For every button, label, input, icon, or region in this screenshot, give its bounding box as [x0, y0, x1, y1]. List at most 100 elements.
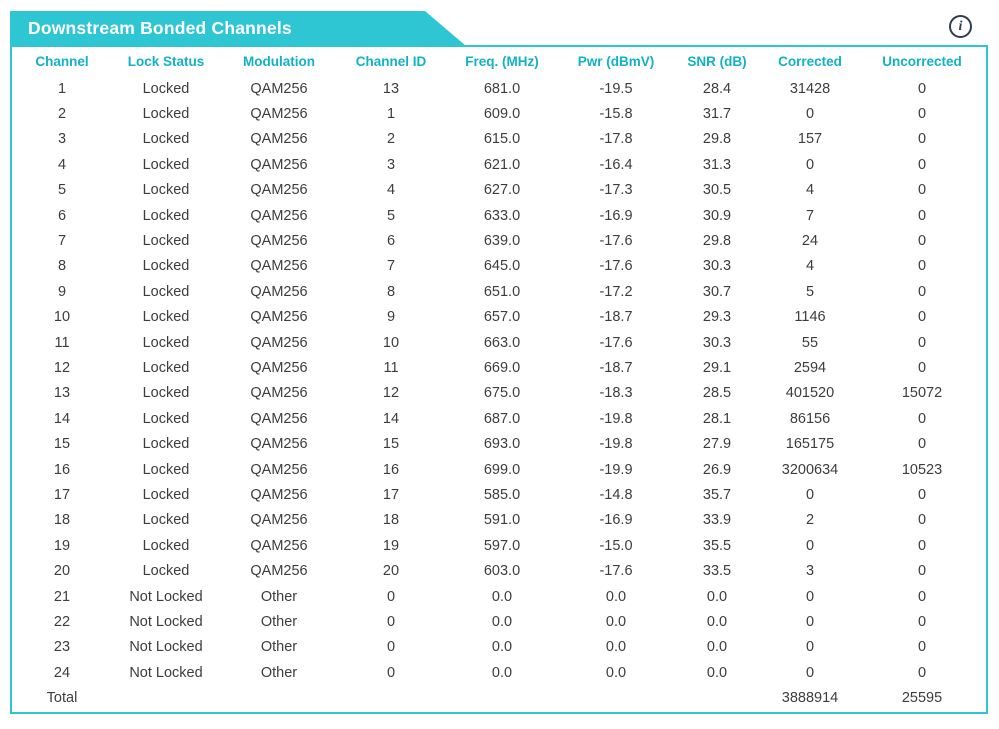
table-cell: 0 [917, 156, 927, 173]
table-cell: 0 [805, 106, 815, 123]
table-cell: 20 [53, 563, 71, 580]
table-cell: 10523 [901, 461, 943, 478]
table-cell: 0 [917, 512, 927, 529]
table-cell: 24 [801, 233, 819, 250]
table-cell: 597.0 [483, 537, 521, 554]
table-cell: 0 [917, 334, 927, 351]
table-row: 13 Locked QAM256 12 675.0 -18.3 28.5 401520 1507… [12, 381, 986, 406]
table-cell: 15072 [901, 385, 943, 402]
table-cell: 3 [805, 563, 815, 580]
table-cell: 3 [57, 131, 67, 148]
table-cell: QAM256 [250, 537, 308, 554]
table-cell: 4 [805, 182, 815, 199]
table-cell: Locked [142, 537, 190, 554]
table-cell: 603.0 [483, 563, 521, 580]
table-cell: QAM256 [250, 207, 308, 224]
table-cell: Locked [142, 486, 190, 503]
table-cell: QAM256 [250, 334, 308, 351]
table-cell: 19 [53, 537, 71, 554]
table-row: 8 Locked QAM256 7 645.0 -17.6 30.3 4 0 [12, 254, 986, 279]
table-cell: -19.9 [599, 461, 633, 478]
table-cell: -17.6 [599, 233, 633, 250]
table-cell: 86156 [789, 410, 831, 427]
table-cell: 0 [917, 410, 927, 427]
table-cell: -17.2 [599, 283, 633, 300]
column-header-uncorrected: Uncorrected [882, 54, 962, 69]
table-cell: 15 [53, 436, 71, 453]
table-cell: 0 [386, 588, 396, 605]
table-cell: Locked [142, 512, 190, 529]
table-cell: 0 [917, 664, 927, 681]
table-cell: 8 [57, 258, 67, 275]
table-cell: 663.0 [483, 334, 521, 351]
column-header-lock-status: Lock Status [127, 54, 205, 69]
table-cell: Locked [142, 182, 190, 199]
table-row: 23 Not Locked Other 0 0.0 0.0 0.0 0 0 [12, 635, 986, 660]
table-cell: 0.0 [706, 613, 728, 630]
table-cell: 0.0 [706, 664, 728, 681]
table-cell: 699.0 [483, 461, 521, 478]
table-cell: 0.0 [706, 588, 728, 605]
table-cell: 30.3 [702, 334, 732, 351]
table-cell: 0 [917, 613, 927, 630]
table-cell: QAM256 [250, 283, 308, 300]
table-header-row: Channel Lock Status Modulation Channel I… [12, 47, 986, 76]
table-cell: Not Locked [129, 664, 203, 681]
table-cell: 33.9 [702, 512, 732, 529]
table-row: 11 Locked QAM256 10 663.0 -17.6 30.3 55 0 [12, 330, 986, 355]
table-cell: Locked [142, 359, 190, 376]
table-cell: 27.9 [702, 436, 732, 453]
table-cell: Locked [142, 106, 190, 123]
table-cell: 7 [386, 258, 396, 275]
table-cell: 0 [386, 664, 396, 681]
table-cell: 11 [383, 359, 399, 376]
table-cell: Locked [142, 80, 190, 97]
table-row: 21 Not Locked Other 0 0.0 0.0 0.0 0 0 [12, 584, 986, 609]
table-cell: 12 [53, 359, 71, 376]
table-cell: 2 [805, 512, 815, 529]
table-cell: 19 [382, 537, 400, 554]
table-cell: 28.4 [702, 80, 732, 97]
table-cell: 13 [382, 80, 400, 97]
table-cell: Other [260, 639, 298, 656]
table-cell: 6 [386, 233, 396, 250]
table-cell: 31428 [789, 80, 831, 97]
table-row: 9 Locked QAM256 8 651.0 -17.2 30.7 5 0 [12, 279, 986, 304]
table-cell: 31.3 [702, 156, 732, 173]
table-cell: QAM256 [250, 512, 308, 529]
table-cell: -16.9 [599, 512, 633, 529]
table-row: 7 Locked QAM256 6 639.0 -17.6 29.8 24 0 [12, 228, 986, 253]
table-cell: QAM256 [250, 106, 308, 123]
table-row: 16 Locked QAM256 16 699.0 -19.9 26.9 3200634 105… [12, 457, 986, 482]
table-cell: 3 [386, 156, 396, 173]
table-cell: 591.0 [483, 512, 521, 529]
table-cell: Locked [142, 436, 190, 453]
table-cell: 33.5 [702, 563, 732, 580]
table-cell: 0 [917, 436, 927, 453]
table-cell: -16.9 [599, 207, 633, 224]
table-cell: 22 [53, 613, 71, 630]
table-cell: 0 [917, 283, 927, 300]
table-cell: 15 [382, 436, 400, 453]
table-cell: 621.0 [483, 156, 521, 173]
table-cell: 9 [57, 283, 67, 300]
table-cell: 18 [53, 512, 71, 529]
table-cell: 35.7 [702, 486, 732, 503]
table-cell: -15.0 [599, 537, 633, 554]
table-cell: 29.3 [702, 309, 732, 326]
table-cell: Locked [142, 233, 190, 250]
table-cell: Locked [142, 156, 190, 173]
info-icon[interactable]: i [949, 15, 972, 38]
table-cell: QAM256 [250, 563, 308, 580]
table-cell: QAM256 [250, 359, 308, 376]
column-header-freq: Freq. (MHz) [465, 54, 539, 69]
table-row: 22 Not Locked Other 0 0.0 0.0 0.0 0 0 [12, 609, 986, 634]
table-cell: QAM256 [250, 385, 308, 402]
table-row: 15 Locked QAM256 15 693.0 -19.8 27.9 165175 0 [12, 431, 986, 456]
table-cell: 16 [382, 461, 400, 478]
table-cell: 681.0 [483, 80, 521, 97]
table-cell: 627.0 [483, 182, 521, 199]
table-cell: 30.5 [702, 182, 732, 199]
table-cell: 55 [801, 334, 819, 351]
table-cell: -19.8 [599, 410, 633, 427]
